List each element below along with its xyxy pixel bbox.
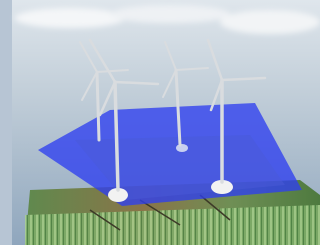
cloud: [110, 5, 230, 23]
cloud: [15, 8, 125, 28]
turbine-float: [176, 144, 188, 152]
scene: [0, 0, 320, 245]
page: [0, 0, 320, 245]
tower: [97, 72, 99, 140]
cloud: [220, 10, 320, 34]
